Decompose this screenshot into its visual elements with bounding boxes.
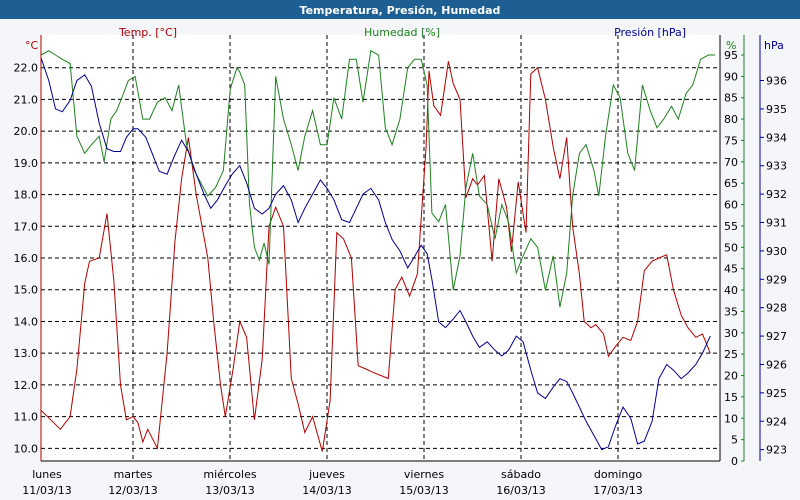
humidity-tick-label: 75 bbox=[724, 134, 738, 147]
humidity-tick-label: 70 bbox=[724, 156, 738, 169]
humidity-tick-label: 20 bbox=[724, 370, 738, 383]
series-layer bbox=[40, 49, 716, 452]
x-tick-day-label: jueves bbox=[308, 468, 345, 481]
x-tick-date-label: 15/03/13 bbox=[399, 484, 448, 497]
pressure-series-label: Presión [hPa] bbox=[614, 26, 686, 39]
humidity-tick-label: 95 bbox=[724, 49, 738, 62]
pressure-tick-label: 924 bbox=[766, 415, 787, 428]
pressure-tick-label: 927 bbox=[766, 330, 787, 343]
x-tick-date-label: 17/03/13 bbox=[593, 484, 642, 497]
pressure-tick-label: 930 bbox=[766, 245, 787, 258]
pressure-tick-label: 935 bbox=[766, 103, 787, 116]
chart-title: Temperatura, Presión, Humedad bbox=[300, 4, 501, 17]
x-tick-date-label: 16/03/13 bbox=[496, 484, 545, 497]
humidity-tick-label: 0 bbox=[731, 455, 738, 468]
pressure-tick-label: 925 bbox=[766, 387, 787, 400]
humidity-tick-label: 15 bbox=[724, 391, 738, 404]
x-tick-day-label: martes bbox=[114, 468, 153, 481]
humidity-series-label: Humedad [%] bbox=[364, 26, 440, 39]
humidity-tick-label: 30 bbox=[724, 327, 738, 340]
pressure-tick-label: 936 bbox=[766, 75, 787, 88]
humidity-tick-label: 80 bbox=[724, 113, 738, 126]
pressure-tick-label: 931 bbox=[766, 217, 787, 230]
grid-layer bbox=[41, 35, 720, 461]
humidity-tick-label: 85 bbox=[724, 92, 738, 105]
temperature-tick-label: 16.0 bbox=[14, 252, 39, 265]
series-line-humidity bbox=[40, 49, 716, 308]
temperature-unit-label: °C bbox=[25, 39, 39, 52]
x-tick-day-label: miércoles bbox=[203, 468, 256, 481]
series-line-temperature bbox=[40, 61, 711, 452]
x-tick-day-label: sábado bbox=[501, 468, 541, 481]
temperature-tick-label: 19.0 bbox=[14, 157, 39, 170]
x-tick-date-label: 14/03/13 bbox=[302, 484, 351, 497]
temperature-series-label: Temp. [°C] bbox=[118, 26, 177, 39]
axis-layer: 10.0 11.0 12.0 13.0 14.0 15.0 16.0 17.0 18.0 19.0… bbox=[14, 26, 788, 497]
series-line-pressure bbox=[40, 57, 711, 451]
temperature-tick-label: 13.0 bbox=[14, 347, 39, 360]
x-tick-date-label: 11/03/13 bbox=[22, 484, 71, 497]
x-tick-date-label: 12/03/13 bbox=[108, 484, 157, 497]
humidity-tick-label: 90 bbox=[724, 70, 738, 83]
humidity-tick-label: 65 bbox=[724, 177, 738, 190]
title-bar bbox=[0, 0, 800, 19]
humidity-tick-label: 25 bbox=[724, 348, 738, 361]
temperature-tick-label: 11.0 bbox=[14, 411, 39, 424]
pressure-unit-label: hPa bbox=[764, 39, 784, 52]
humidity-tick-label: 50 bbox=[724, 241, 738, 254]
temperature-tick-label: 15.0 bbox=[14, 284, 39, 297]
humidity-tick-label: 10 bbox=[724, 412, 738, 425]
pressure-tick-label: 929 bbox=[766, 273, 787, 286]
humidity-tick-label: 5 bbox=[731, 434, 738, 447]
pressure-tick-label: 934 bbox=[766, 131, 787, 144]
temperature-tick-label: 18.0 bbox=[14, 189, 39, 202]
pressure-tick-label: 923 bbox=[766, 444, 787, 457]
humidity-unit-label: % bbox=[726, 39, 736, 52]
humidity-tick-label: 35 bbox=[724, 305, 738, 318]
x-tick-day-label: lunes bbox=[32, 468, 62, 481]
pressure-tick-label: 926 bbox=[766, 358, 787, 371]
x-tick-date-label: 13/03/13 bbox=[205, 484, 254, 497]
pressure-tick-label: 932 bbox=[766, 188, 787, 201]
x-tick-day-label: viernes bbox=[404, 468, 444, 481]
pressure-tick-label: 933 bbox=[766, 160, 787, 173]
temperature-tick-label: 12.0 bbox=[14, 379, 39, 392]
humidity-tick-label: 55 bbox=[724, 220, 738, 233]
plot-area bbox=[41, 35, 720, 461]
temperature-tick-label: 20.0 bbox=[14, 125, 39, 138]
temperature-tick-label: 14.0 bbox=[14, 315, 39, 328]
humidity-tick-label: 60 bbox=[724, 199, 738, 212]
temperature-tick-label: 22.0 bbox=[14, 62, 39, 75]
x-tick-day-label: domingo bbox=[594, 468, 642, 481]
humidity-tick-label: 40 bbox=[724, 284, 738, 297]
pressure-tick-label: 928 bbox=[766, 302, 787, 315]
temperature-tick-label: 10.0 bbox=[14, 442, 39, 455]
temperature-tick-label: 21.0 bbox=[14, 93, 39, 106]
temperature-tick-label: 17.0 bbox=[14, 220, 39, 233]
humidity-tick-label: 45 bbox=[724, 263, 738, 276]
